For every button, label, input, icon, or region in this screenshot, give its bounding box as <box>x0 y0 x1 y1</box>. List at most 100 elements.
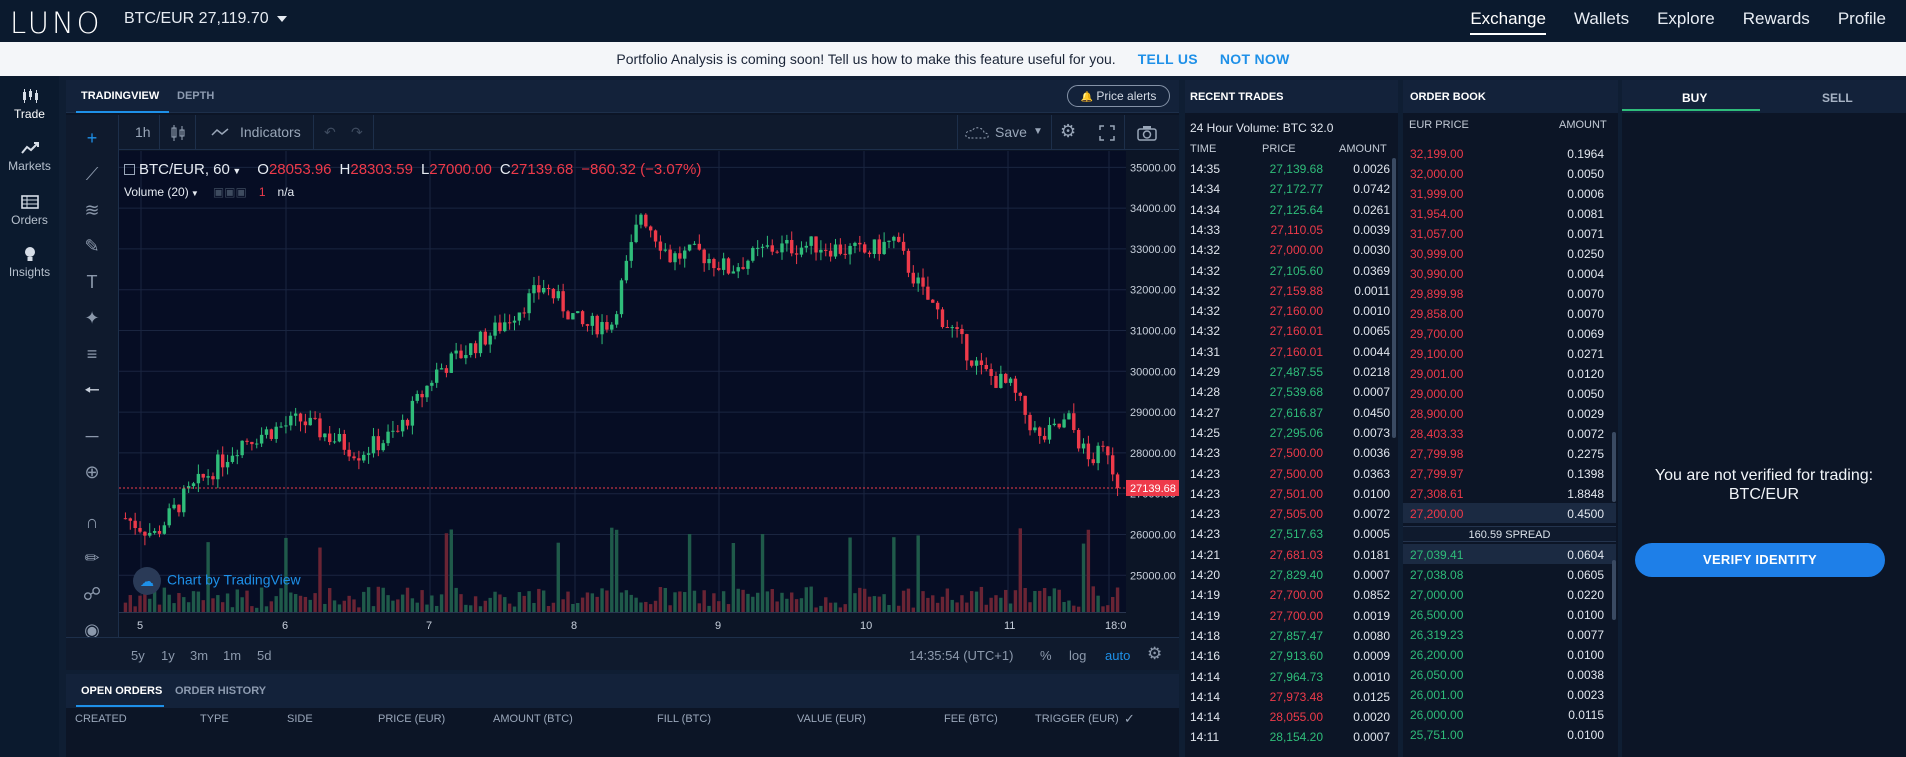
save-button[interactable]: Save <box>995 124 1027 140</box>
text-tool-icon[interactable]: T <box>86 272 98 292</box>
bid-row[interactable]: 26,050.00 0.0038 <box>1403 664 1616 684</box>
sidebar-item-orders[interactable]: Orders <box>0 194 59 227</box>
bid-row[interactable]: 26,319.23 0.0077 <box>1403 624 1616 644</box>
zoom-in-icon[interactable]: ⊕ <box>84 462 100 482</box>
tradingview-watermark[interactable]: ☁ Chart by TradingView <box>133 567 301 595</box>
candle-body <box>172 504 176 509</box>
log-toggle[interactable]: log <box>1069 648 1087 663</box>
chevron-down-icon[interactable]: ▼ <box>1033 126 1043 137</box>
time-axis[interactable]: 5 6 7 8 9 10 11 18:0 <box>119 612 1126 636</box>
bid-row[interactable]: 26,001.00 0.0023 <box>1403 684 1616 704</box>
candle-body <box>366 453 371 455</box>
price-chart[interactable]: BTC/EUR, 60 ▼ O28053.96 H28303.59 L27000.00… <box>119 151 1126 612</box>
sidebar-item-trade[interactable]: Trade <box>0 88 59 121</box>
camera-icon[interactable] <box>1137 125 1157 141</box>
lock-drawing-icon[interactable]: ✏ <box>84 548 100 568</box>
undo-icon[interactable]: ↶ <box>324 124 336 140</box>
legend-collapse-icon[interactable] <box>124 164 135 175</box>
sidebar-item-markets[interactable]: Markets <box>0 140 59 173</box>
luno-logo[interactable]: LUNO <box>10 6 103 40</box>
bid-row[interactable]: 27,000.00 0.0220 <box>1403 584 1616 604</box>
ask-row[interactable]: 28,403.33 0.0072 <box>1403 423 1616 443</box>
nav-wallets[interactable]: Wallets <box>1573 9 1630 28</box>
ask-row[interactable]: 27,200.00 0.4500 <box>1403 503 1616 523</box>
eye-icon[interactable]: ◉ <box>84 620 100 640</box>
ask-row[interactable]: 29,001.00 0.0120 <box>1403 363 1616 383</box>
nav-profile[interactable]: Profile <box>1837 9 1886 28</box>
price-axis[interactable]: 25000.0026000.0027000.0028000.0029000.00… <box>1126 151 1179 612</box>
verify-identity-button[interactable]: VERIFY IDENTITY <box>1635 543 1885 577</box>
trades-scrollbar[interactable] <box>1392 158 1396 438</box>
nav-explore[interactable]: Explore <box>1657 9 1715 28</box>
brush-icon[interactable]: ✎ <box>84 236 100 256</box>
ask-row[interactable]: 27,308.61 1.8848 <box>1403 483 1616 503</box>
ask-row[interactable]: 29,700.00 0.0069 <box>1403 323 1616 343</box>
tab-buy[interactable]: BUY <box>1682 91 1708 105</box>
percent-toggle[interactable]: % <box>1040 648 1052 663</box>
tell-us-link[interactable]: TELL US <box>1137 51 1198 67</box>
tab-sell[interactable]: SELL <box>1822 91 1853 105</box>
pair-selector[interactable]: BTC/EUR 27,119.70 <box>124 10 287 28</box>
check-icon[interactable]: ✓ <box>1124 711 1135 726</box>
range-5y[interactable]: 5y <box>131 648 145 663</box>
range-3m[interactable]: 3m <box>190 648 209 663</box>
back-arrow-icon[interactable]: 🠔 <box>84 380 100 400</box>
bid-row[interactable]: 26,200.00 0.0100 <box>1403 644 1616 664</box>
volume-label[interactable]: Volume (20) <box>124 185 189 199</box>
tab-open-orders[interactable]: OPEN ORDERS <box>81 685 163 697</box>
ask-row[interactable]: 31,954.00 0.0081 <box>1403 203 1616 223</box>
ask-row[interactable]: 29,899.98 0.0070 <box>1403 283 1616 303</box>
bid-row[interactable]: 27,039.41 0.0604 <box>1403 544 1616 564</box>
nav-rewards[interactable]: Rewards <box>1742 9 1810 28</box>
ruler-icon[interactable]: ─ <box>85 426 99 446</box>
trend-line-tool-icon[interactable]: ⟋ <box>85 164 99 184</box>
volume-bar <box>940 596 945 612</box>
prediction-tool-icon[interactable]: ≡ <box>86 344 98 364</box>
indicators-button[interactable]: Indicators <box>240 124 301 140</box>
bid-row[interactable]: 26,500.00 0.0100 <box>1403 604 1616 624</box>
range-1m[interactable]: 1m <box>223 648 242 663</box>
ask-row[interactable]: 32,000.00 0.0050 <box>1403 163 1616 183</box>
volume-settings-icons[interactable]: ▣▣▣ <box>212 185 247 199</box>
not-now-link[interactable]: NOT NOW <box>1219 51 1290 67</box>
fullscreen-icon[interactable] <box>1099 125 1115 141</box>
bar-style-icon[interactable] <box>171 124 185 142</box>
ask-row[interactable]: 31,999.00 0.0006 <box>1403 183 1616 203</box>
redo-icon[interactable]: ↷ <box>351 124 363 140</box>
bid-row[interactable]: 26,000.00 0.0115 <box>1403 704 1616 724</box>
candle-body <box>293 413 298 416</box>
ask-row[interactable]: 27,799.98 0.2275 <box>1403 443 1616 463</box>
bid-row[interactable]: 27,038.08 0.0605 <box>1403 564 1616 584</box>
volume-bar <box>469 605 473 612</box>
ask-row[interactable]: 30,999.00 0.0250 <box>1403 243 1616 263</box>
ask-row[interactable]: 27,799.97 0.1398 <box>1403 463 1616 483</box>
price-alerts-button[interactable]: 🔔 Price alerts <box>1067 85 1170 107</box>
tab-tradingview[interactable]: TRADINGVIEW <box>81 90 160 102</box>
ask-row[interactable]: 28,900.00 0.0029 <box>1403 403 1616 423</box>
bid-row[interactable]: 25,751.00 0.0100 <box>1403 724 1616 744</box>
ask-row[interactable]: 31,057.00 0.0071 <box>1403 223 1616 243</box>
tab-order-history[interactable]: ORDER HISTORY <box>175 685 267 697</box>
magnet-icon[interactable]: ∩ <box>85 512 99 532</box>
interval-button[interactable]: 1h <box>135 124 151 140</box>
lock-icon[interactable]: ☍ <box>82 584 102 604</box>
ask-row[interactable]: 30,990.00 0.0004 <box>1403 263 1616 283</box>
ask-row[interactable]: 29,100.00 0.0271 <box>1403 343 1616 363</box>
sidebar-item-insights[interactable]: Insights <box>0 246 59 279</box>
tab-depth[interactable]: DEPTH <box>177 90 215 102</box>
gear-icon[interactable]: ⚙ <box>1060 121 1077 141</box>
nav-exchange[interactable]: Exchange <box>1470 9 1546 35</box>
auto-toggle[interactable]: auto <box>1105 648 1131 663</box>
range-5d[interactable]: 5d <box>257 648 272 663</box>
range-1y[interactable]: 1y <box>161 648 175 663</box>
legend-symbol[interactable]: BTC/EUR, 60 <box>139 161 230 178</box>
asks-scrollbar[interactable] <box>1612 432 1616 502</box>
ask-row[interactable]: 29,000.00 0.0050 <box>1403 383 1616 403</box>
gear-icon[interactable]: ⚙ <box>1147 644 1163 663</box>
ask-row[interactable]: 29,858.00 0.0070 <box>1403 303 1616 323</box>
pattern-tool-icon[interactable]: ✦ <box>84 308 100 328</box>
crosshair-icon[interactable]: + <box>86 128 98 148</box>
bids-scrollbar[interactable] <box>1612 560 1616 620</box>
ask-row[interactable]: 32,199.00 0.1964 <box>1403 143 1616 163</box>
fib-tool-icon[interactable]: ≋ <box>84 200 100 220</box>
